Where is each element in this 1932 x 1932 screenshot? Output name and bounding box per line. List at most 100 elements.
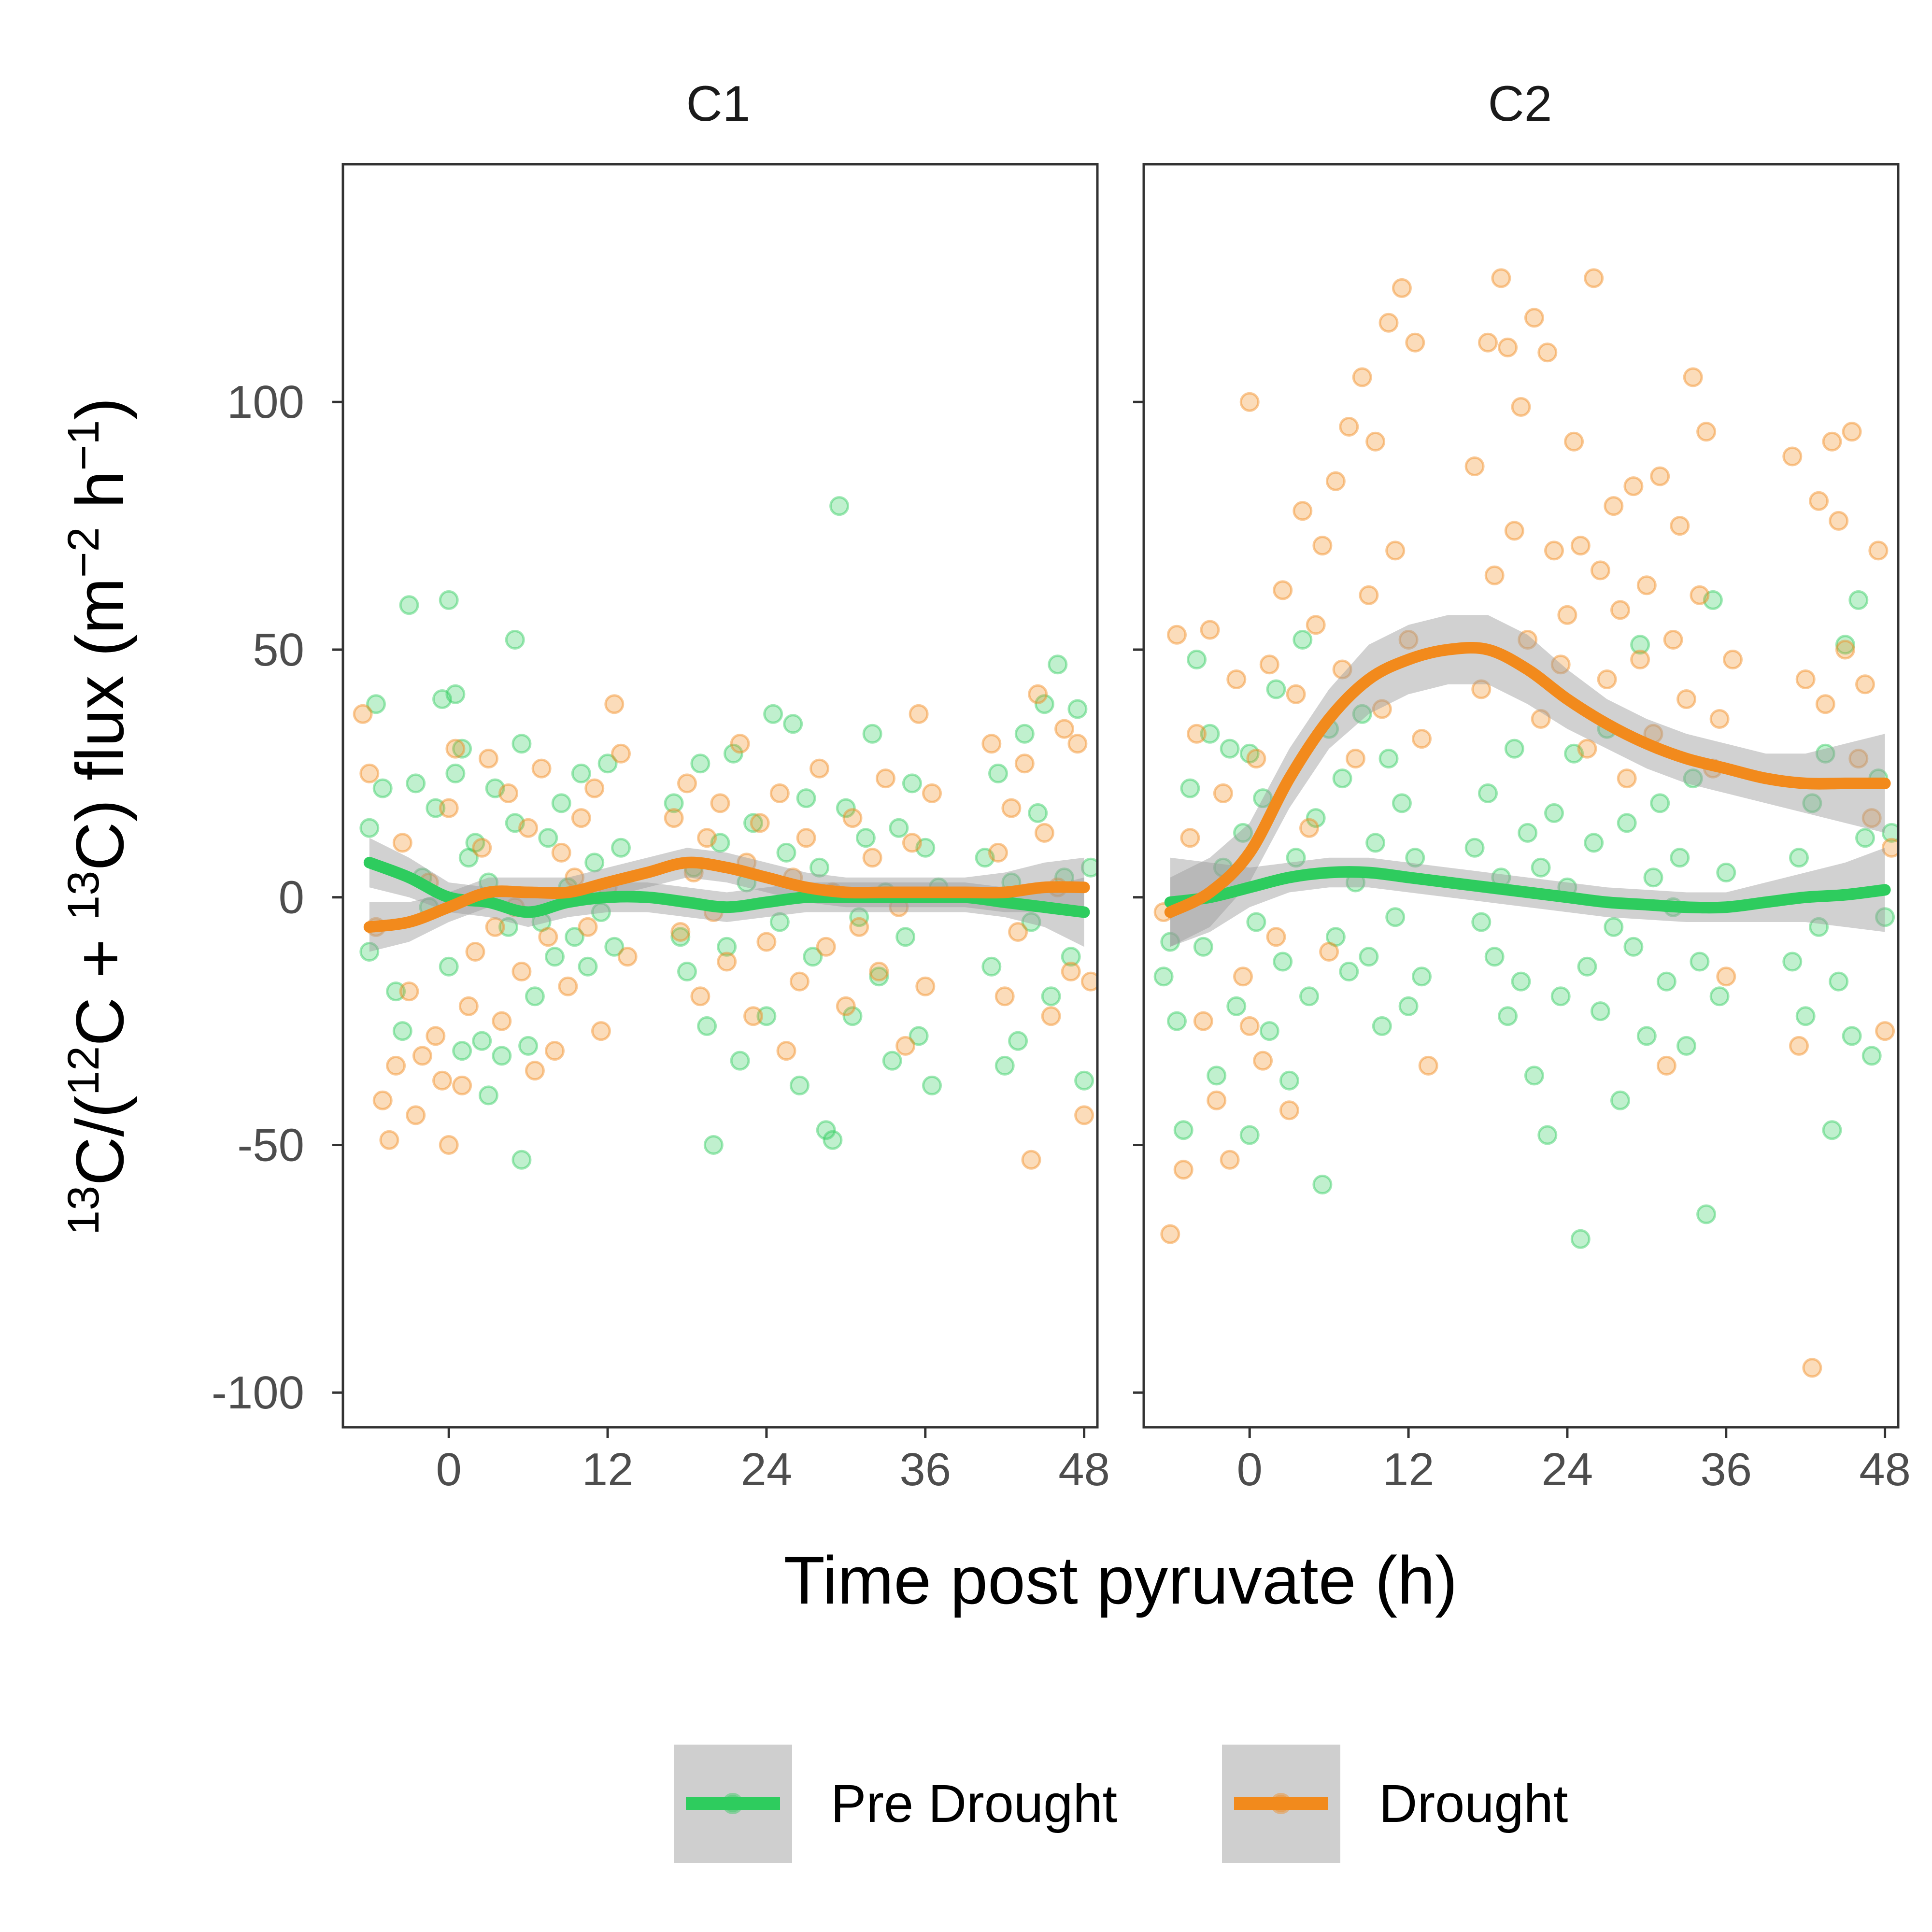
data-point xyxy=(432,1070,452,1091)
data-point xyxy=(895,927,916,947)
data-point xyxy=(1829,971,1849,992)
data-point xyxy=(1286,684,1306,704)
data-point xyxy=(1656,1055,1676,1076)
series-points-pre-drought xyxy=(1153,590,1898,1249)
data-point xyxy=(1160,1224,1180,1244)
data-point xyxy=(399,595,419,615)
data-point xyxy=(1286,848,1306,868)
data-point xyxy=(1524,1065,1544,1086)
data-point xyxy=(1478,332,1498,353)
data-point xyxy=(1239,743,1260,764)
data-point xyxy=(578,917,598,937)
data-point xyxy=(1359,947,1379,967)
data-point xyxy=(1080,971,1097,992)
panel-c2 xyxy=(1133,163,1900,1438)
legend-label: Pre Drought xyxy=(831,1774,1117,1833)
data-point xyxy=(1471,912,1492,932)
data-point xyxy=(511,1150,532,1170)
x-tick-label: 24 xyxy=(1542,1444,1593,1495)
data-point xyxy=(472,1031,492,1051)
data-point xyxy=(1550,986,1571,1007)
data-point xyxy=(1021,1150,1041,1170)
data-point xyxy=(1471,679,1492,699)
data-point xyxy=(1352,367,1372,387)
data-point xyxy=(426,1026,446,1046)
data-point xyxy=(1709,986,1730,1007)
data-point xyxy=(710,833,730,853)
data-point xyxy=(783,714,803,734)
data-point xyxy=(1617,768,1637,789)
data-point xyxy=(1273,580,1293,600)
data-point xyxy=(1570,536,1591,556)
data-point xyxy=(1544,540,1564,561)
data-point xyxy=(1557,605,1577,625)
data-point xyxy=(452,1041,472,1061)
data-point xyxy=(1187,724,1207,744)
y-axis-title-sup: −1 xyxy=(59,420,108,471)
data-point xyxy=(1061,947,1081,967)
data-point xyxy=(1716,863,1736,882)
data-point xyxy=(816,1120,836,1140)
data-point xyxy=(1584,268,1604,288)
data-point xyxy=(1855,674,1875,695)
data-point xyxy=(895,1036,916,1056)
data-point xyxy=(366,694,386,714)
data-point xyxy=(1815,694,1835,714)
data-point xyxy=(1484,947,1505,967)
data-point xyxy=(1802,793,1822,813)
data-point xyxy=(498,917,518,937)
data-point xyxy=(1478,783,1498,803)
data-point xyxy=(909,1026,929,1046)
data-point xyxy=(1259,1021,1279,1041)
data-point xyxy=(1008,922,1028,942)
data-point xyxy=(1855,828,1875,848)
data-point xyxy=(1696,1204,1717,1224)
data-point xyxy=(1829,511,1849,531)
data-point xyxy=(1835,639,1855,660)
data-point xyxy=(597,753,618,774)
data-point xyxy=(1650,793,1670,813)
data-point xyxy=(1385,907,1406,927)
data-point xyxy=(1809,917,1829,937)
data-point xyxy=(1173,1120,1193,1140)
data-point xyxy=(789,971,810,992)
data-point xyxy=(472,838,492,858)
data-point xyxy=(1610,600,1630,620)
data-point xyxy=(1584,833,1604,853)
data-point xyxy=(810,857,829,878)
data-point xyxy=(1789,848,1809,868)
data-point xyxy=(690,753,710,774)
data-point xyxy=(1511,397,1531,417)
data-point xyxy=(1636,575,1657,596)
data-point xyxy=(1233,966,1253,987)
data-point xyxy=(538,828,558,848)
data-point xyxy=(1703,590,1723,610)
data-point xyxy=(1160,932,1180,952)
data-point xyxy=(763,704,783,724)
data-point xyxy=(1861,808,1882,828)
data-point xyxy=(697,828,717,848)
data-point xyxy=(505,630,525,650)
data-point xyxy=(551,793,571,813)
data-point xyxy=(359,763,380,783)
data-point xyxy=(1861,1046,1882,1066)
data-point xyxy=(1881,838,1898,858)
data-point xyxy=(1239,1125,1260,1145)
data-point xyxy=(551,842,571,863)
data-point xyxy=(1412,966,1432,987)
data-point xyxy=(1524,308,1544,328)
data-point xyxy=(1676,1036,1696,1056)
data-point xyxy=(498,783,518,803)
data-point xyxy=(492,1011,512,1031)
data-point xyxy=(439,1135,459,1155)
data-point xyxy=(1193,1011,1213,1031)
data-point xyxy=(1253,1051,1273,1071)
data-point xyxy=(1226,669,1247,689)
data-point xyxy=(359,942,380,962)
data-point xyxy=(571,763,591,783)
data-point xyxy=(452,739,472,759)
data-point xyxy=(1306,808,1326,828)
data-point xyxy=(670,922,691,942)
y-tick-label: -50 xyxy=(237,1120,304,1171)
